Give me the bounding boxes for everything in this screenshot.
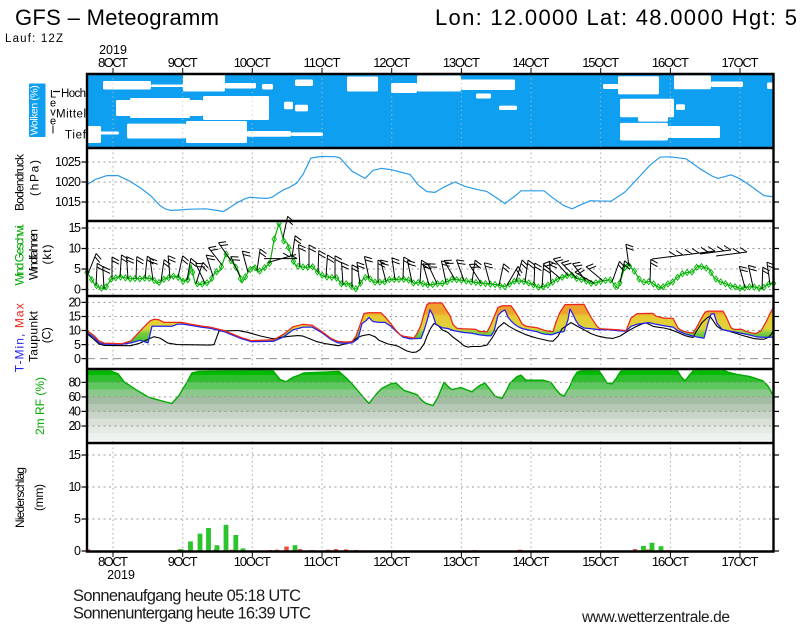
svg-text:l: l	[52, 125, 54, 137]
svg-text:10OCT: 10OCT	[234, 554, 271, 569]
svg-text:2m RF (%): 2m RF (%)	[33, 377, 47, 435]
svg-text:12OCT: 12OCT	[373, 55, 410, 70]
svg-text:Windfahnen: Windfahnen	[27, 229, 41, 280]
svg-text:8OCT: 8OCT	[98, 554, 128, 569]
svg-text:12OCT: 12OCT	[373, 554, 410, 569]
svg-text:40: 40	[69, 405, 82, 419]
svg-text:0: 0	[74, 352, 81, 366]
svg-text:0: 0	[74, 283, 81, 297]
svg-text:10: 10	[69, 324, 82, 338]
svg-text:2019: 2019	[99, 43, 127, 57]
svg-text:11OCT: 11OCT	[304, 554, 341, 569]
svg-text:(mm): (mm)	[32, 484, 46, 511]
svg-text:1020: 1020	[55, 175, 81, 189]
svg-text:Mittel: Mittel	[56, 108, 86, 120]
svg-text:15: 15	[69, 448, 82, 462]
svg-text:1015: 1015	[55, 195, 81, 209]
svg-text:8OCT: 8OCT	[98, 55, 128, 70]
svg-text:Bodendruck: Bodendruck	[13, 153, 27, 211]
svg-text:T-Min, Max: T-Min, Max	[13, 303, 27, 372]
svg-text:13OCT: 13OCT	[443, 554, 480, 569]
svg-text:14OCT: 14OCT	[513, 55, 550, 70]
svg-text:11OCT: 11OCT	[304, 55, 341, 70]
svg-text:80: 80	[69, 376, 82, 390]
svg-text:0: 0	[74, 544, 81, 558]
svg-text:Sonnenuntergang heute 16:39 UT: Sonnenuntergang heute 16:39 UTC	[73, 605, 311, 623]
svg-text:5: 5	[74, 262, 81, 276]
svg-text:Sonnenaufgang heute 05:18 UTC: Sonnenaufgang heute 05:18 UTC	[73, 587, 301, 605]
svg-text:L: L	[50, 89, 56, 101]
svg-text:www.wetterzentrale.de: www.wetterzentrale.de	[581, 609, 730, 625]
svg-text:Lon: 12.0000 Lat: 48.0000 Hgt:: Lon: 12.0000 Lat: 48.0000 Hgt: 5	[435, 5, 797, 30]
svg-text:e: e	[50, 98, 56, 110]
svg-text:15: 15	[69, 221, 82, 235]
svg-text:GFS – Meteogramm: GFS – Meteogramm	[15, 5, 220, 30]
svg-text:15OCT: 15OCT	[582, 554, 619, 569]
svg-text:2019: 2019	[107, 568, 135, 582]
svg-text:20: 20	[69, 296, 82, 310]
svg-text:60: 60	[69, 390, 82, 404]
svg-text:5: 5	[74, 512, 81, 526]
svg-text:Lauf: 12Z: Lauf: 12Z	[5, 33, 63, 45]
svg-text:Tief: Tief	[65, 130, 87, 142]
svg-text:Hoch: Hoch	[61, 88, 86, 100]
svg-text:15OCT: 15OCT	[582, 55, 619, 70]
svg-text:Wolken (%): Wolken (%)	[28, 85, 40, 135]
svg-text:17OCT: 17OCT	[722, 55, 759, 70]
svg-text:v: v	[50, 107, 56, 119]
svg-text:20: 20	[69, 419, 82, 433]
svg-text:17OCT: 17OCT	[722, 554, 759, 569]
svg-text:Taupunkt: Taupunkt	[27, 310, 41, 362]
svg-text:9OCT: 9OCT	[168, 55, 198, 70]
svg-text:10: 10	[69, 480, 82, 494]
svg-text:Wind Geschwi.: Wind Geschwi.	[13, 224, 27, 286]
svg-text:e: e	[50, 116, 56, 128]
svg-text:9OCT: 9OCT	[168, 554, 198, 569]
svg-text:15: 15	[69, 310, 82, 324]
svg-text:14OCT: 14OCT	[513, 554, 550, 569]
svg-text:Niederschlag: Niederschlag	[13, 467, 27, 528]
svg-text:16OCT: 16OCT	[652, 554, 689, 569]
svg-text:5: 5	[74, 338, 81, 352]
svg-text:10OCT: 10OCT	[234, 55, 271, 70]
svg-text:(C): (C)	[40, 327, 54, 343]
svg-text:10: 10	[69, 242, 82, 256]
svg-text:1025: 1025	[55, 155, 81, 169]
svg-text:(hPa): (hPa)	[28, 160, 42, 196]
svg-text:(kt): (kt)	[40, 245, 54, 265]
svg-text:13OCT: 13OCT	[443, 55, 480, 70]
svg-text:16OCT: 16OCT	[652, 55, 689, 70]
